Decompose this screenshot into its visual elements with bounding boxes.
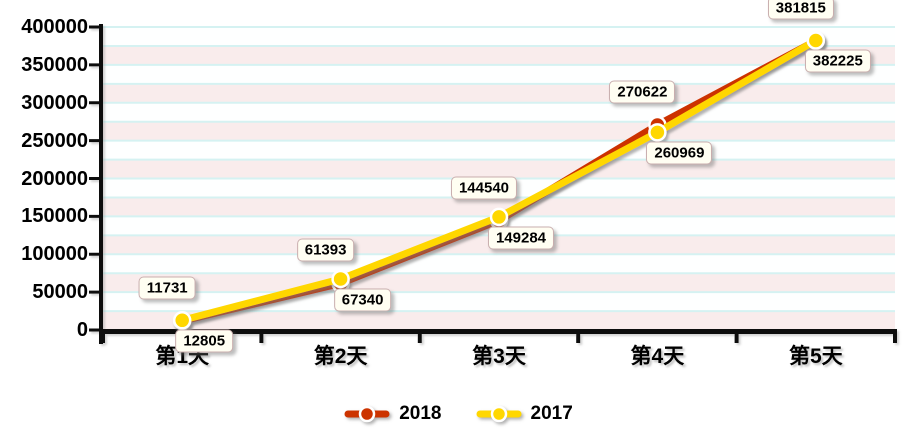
data-label-2018-pt3: 144540: [450, 176, 518, 199]
data-label-2017-pt2: 67340: [333, 288, 392, 312]
y-axis-tick-label: 150000: [21, 205, 88, 228]
data-label-2017-pt5: 382225: [804, 49, 871, 73]
x-axis-label: 第4天: [630, 345, 685, 368]
data-label-2018-pt4: 270622: [609, 80, 676, 104]
legend-item-2018[interactable]: 2018: [344, 403, 442, 425]
data-label-2017-pt3: 149284: [487, 226, 555, 250]
y-axis-tick-label: 350000: [21, 53, 88, 76]
legend: 2018 2017: [0, 403, 917, 425]
data-label-2018-pt1: 11731: [138, 276, 196, 300]
data-label-2017-pt1: 12805: [175, 329, 234, 353]
x-axis-label: 第3天: [472, 345, 526, 368]
data-label-2018-pt2: 61393: [296, 238, 355, 262]
y-axis-tick-label: 0: [76, 319, 88, 341]
y-axis-tick-label: 200000: [21, 167, 88, 190]
data-label-2017-pt4: 260969: [646, 141, 713, 165]
y-axis-tick-label: 50000: [32, 281, 88, 304]
x-axis-label: 第5天: [788, 345, 843, 368]
legend-label-2017: 2017: [530, 403, 573, 424]
y-axis-tick-label: 400000: [21, 16, 88, 38]
y-axis-tick-label: 250000: [21, 129, 88, 152]
y-axis-tick-label: 300000: [21, 91, 88, 114]
y-axis-tick-label: 100000: [21, 243, 88, 266]
legend-swatch-2018: [344, 405, 390, 423]
legend-item-2017[interactable]: 2017: [476, 403, 573, 425]
legend-label-2018: 2018: [399, 403, 442, 424]
x-axis-label: 第2天: [313, 345, 368, 368]
data-label-2018-pt5: 381815: [767, 0, 834, 20]
legend-swatch-2017: [476, 405, 521, 423]
